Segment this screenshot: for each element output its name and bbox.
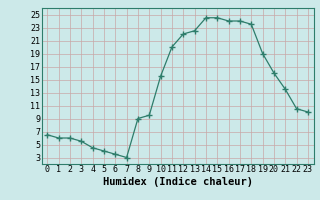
X-axis label: Humidex (Indice chaleur): Humidex (Indice chaleur)	[103, 177, 252, 187]
